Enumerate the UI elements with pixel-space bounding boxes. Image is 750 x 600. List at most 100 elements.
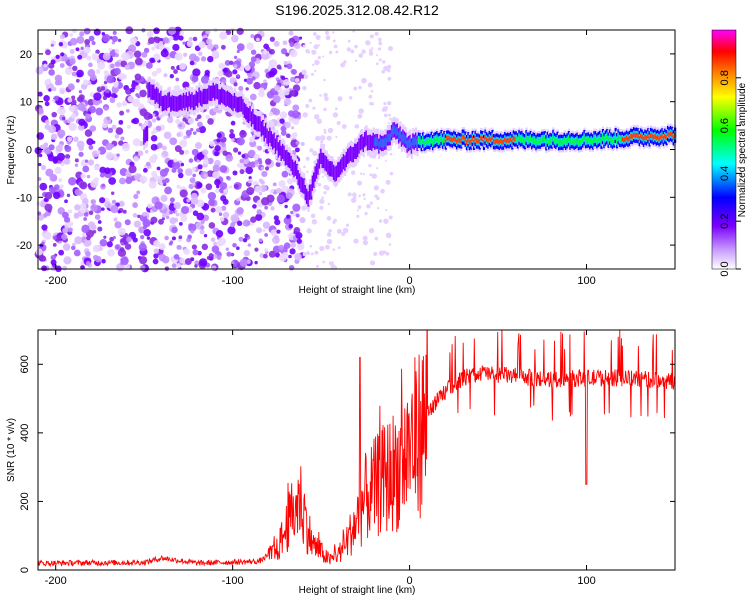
noise-dot: [120, 242, 125, 246]
noise-dot: [137, 150, 144, 157]
noise-dot: [52, 235, 57, 240]
noise-dot: [203, 233, 208, 238]
ridge-peak: [611, 138, 614, 144]
noise-dot: [376, 62, 379, 66]
ridge-peak: [598, 136, 602, 141]
ridge-band: [191, 92, 194, 108]
noise-dot: [270, 188, 275, 193]
noise-dot: [374, 31, 379, 36]
noise-dot: [69, 58, 76, 65]
ridge-peak: [515, 136, 518, 142]
spectrogram-x-tick-label: -100: [222, 275, 244, 287]
snr-panel: -200 -100 0 100 0 200 400 600 Height of straig…: [6, 329, 676, 596]
noise-dot: [214, 151, 220, 157]
noise-dot: [274, 219, 281, 226]
noise-dot: [126, 124, 131, 129]
noise-dot: [192, 36, 198, 42]
noise-dot: [180, 214, 188, 222]
ridge-band: [325, 156, 328, 172]
ridge-core: [403, 134, 406, 144]
noise-dot: [328, 50, 333, 55]
ridge-band: [215, 83, 218, 99]
noise-dot: [164, 235, 169, 241]
ridge-core: [399, 129, 402, 139]
noise-dot: [196, 212, 205, 221]
noise-dot: [257, 145, 263, 151]
noise-dot: [105, 142, 113, 151]
noise-dot: [138, 243, 147, 252]
noise-dot: [376, 196, 380, 201]
ridge-band: [288, 152, 292, 169]
noise-dot: [51, 111, 58, 118]
noise-dot: [262, 50, 267, 55]
ridge-peak: [447, 135, 450, 141]
noise-dot: [319, 205, 324, 210]
noise-dot: [52, 191, 61, 200]
noise-dot: [290, 49, 298, 58]
noise-dot: [112, 30, 117, 35]
noise-dot: [232, 170, 238, 176]
ridge-band: [218, 89, 221, 105]
ridge-band: [178, 95, 181, 111]
noise-dot: [286, 178, 294, 185]
spectrogram-y-label: Frequency (Hz): [6, 116, 17, 185]
noise-dot: [73, 213, 80, 219]
noise-dot: [356, 214, 360, 218]
ridge-peak: [662, 135, 665, 141]
noise-dot: [303, 165, 306, 169]
ridge-band: [354, 143, 357, 159]
noise-dot: [362, 193, 366, 197]
noise-dot: [194, 264, 198, 268]
noise-dot: [72, 242, 76, 247]
noise-dot: [236, 74, 240, 78]
noise-dot: [100, 86, 106, 91]
noise-dot: [294, 252, 302, 261]
ridge-peak: [460, 138, 463, 144]
noise-dot: [124, 219, 131, 226]
noise-dot: [74, 188, 82, 196]
noise-dot: [193, 56, 200, 62]
ridge-peak: [518, 135, 521, 140]
ridge-peak: [487, 138, 490, 144]
noise-dot: [319, 94, 322, 97]
noise-dot: [37, 213, 45, 221]
ridge-band: [201, 91, 204, 107]
noise-dot: [50, 259, 57, 266]
noise-dot: [190, 127, 194, 132]
noise-dot: [256, 209, 262, 215]
noise-dot: [346, 47, 352, 52]
ridge-band: [348, 147, 351, 163]
noise-dot: [276, 64, 282, 70]
noise-dot: [170, 159, 175, 163]
noise-dot: [389, 117, 392, 121]
ridge-peak: [573, 139, 576, 145]
noise-dot: [51, 99, 56, 103]
noise-dot: [200, 219, 205, 224]
snr-y-tick-label: 600: [19, 355, 31, 373]
spectrogram-y-ticks: -20 -10 0 10 20: [16, 49, 675, 252]
noise-dot: [71, 245, 76, 251]
ridge-peak: [495, 138, 498, 144]
noise-dot: [170, 65, 175, 70]
ridge-core: [409, 138, 412, 147]
noise-dot: [387, 101, 392, 106]
noise-dot: [119, 177, 126, 185]
noise-dot: [64, 199, 68, 204]
noise-dot: [298, 36, 303, 40]
noise-dot: [83, 211, 89, 217]
noise-dot: [325, 244, 330, 250]
ridge-peak: [532, 137, 535, 143]
ridge-peak: [441, 138, 445, 144]
ridge-band: [361, 134, 364, 150]
ridge-band: [177, 96, 180, 112]
noise-dot: [103, 235, 107, 239]
noise-dot: [309, 148, 314, 153]
ridge-peak: [538, 138, 541, 144]
noise-dot: [150, 134, 158, 142]
ridge-peak: [454, 137, 457, 142]
noise-dot: [257, 157, 262, 163]
noise-dot: [154, 201, 163, 210]
noise-dot: [206, 38, 213, 45]
noise-dot: [337, 96, 343, 102]
noise-dot: [179, 30, 185, 36]
